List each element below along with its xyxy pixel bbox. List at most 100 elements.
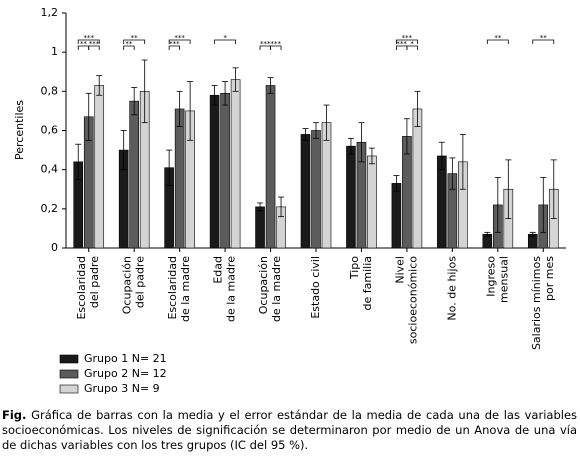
error-bar — [176, 90, 183, 127]
significance-label: ** — [125, 40, 133, 48]
y-axis-title: Percentiles — [13, 100, 26, 160]
x-tick-label: Tipo — [348, 256, 361, 280]
significance-bracket — [396, 39, 418, 44]
y-tick-label: 0,4 — [41, 163, 59, 176]
error-bar — [75, 143, 82, 180]
x-tick-label: Ocupación — [257, 256, 270, 314]
legend-swatch — [59, 369, 79, 379]
error-bar — [302, 128, 309, 141]
error-bar — [459, 134, 466, 190]
error-bar — [232, 67, 239, 92]
bar — [255, 206, 265, 249]
significance-label: ** — [494, 34, 502, 42]
error-bar — [529, 231, 536, 237]
error-bar — [120, 130, 127, 171]
x-tick-label: Ocupación — [121, 256, 134, 314]
x-tick-label: mensual — [497, 256, 510, 303]
y-tick-label: 0 — [51, 241, 58, 254]
x-tick-label: de la madre — [179, 256, 192, 322]
error-bar — [403, 118, 410, 155]
significance-label: *** — [174, 34, 185, 42]
significance-label: *** — [402, 34, 413, 42]
error-bar — [313, 122, 319, 139]
significance-label: ** — [80, 40, 88, 48]
x-tick-label: Escolaridad — [166, 256, 179, 320]
error-bar — [393, 175, 400, 192]
bar — [300, 134, 311, 249]
y-tick-label: 0,8 — [41, 84, 59, 97]
x-tick-label: Salarios mínimos — [530, 256, 543, 350]
significance-label: * — [410, 40, 414, 48]
error-bar — [358, 122, 365, 163]
bar — [209, 94, 220, 249]
significance-bracket — [123, 45, 135, 50]
caption: Fig. Gráfica de barras con la media y el… — [2, 408, 577, 453]
bar — [230, 79, 241, 249]
significance-bracket — [77, 39, 100, 44]
error-bar — [505, 159, 512, 220]
error-bar — [222, 81, 229, 106]
bar — [391, 183, 402, 249]
legend-swatch — [59, 354, 79, 364]
bar — [311, 130, 321, 249]
x-tick-label: del padre — [88, 256, 101, 308]
error-bar — [484, 231, 491, 237]
error-bar — [141, 59, 148, 124]
significance-bracket — [88, 45, 100, 50]
error-bar — [494, 177, 501, 233]
error-bar — [257, 202, 264, 212]
x-tick-label: Escolaridad — [75, 256, 88, 320]
x-tick-label: del padre — [134, 256, 147, 308]
significance-label: *** — [271, 40, 282, 48]
error-bar — [85, 92, 92, 141]
significance-label: *** — [396, 40, 407, 48]
significance-label: *** — [89, 40, 100, 48]
bar — [346, 145, 356, 249]
error-bar — [449, 157, 456, 190]
bar — [94, 85, 105, 249]
significance-bracket — [486, 39, 509, 44]
significance-label: ** — [131, 34, 139, 42]
caption-label: Fig. — [2, 408, 27, 422]
significance-label: * — [223, 34, 227, 42]
legend-label: Grupo 1 N= 21 — [84, 352, 167, 365]
error-bar — [267, 77, 274, 94]
significance-bracket — [270, 45, 282, 50]
legend-swatch — [59, 384, 79, 394]
x-tick-label: Estado civil — [309, 256, 322, 319]
error-bar — [323, 104, 330, 141]
error-bar — [187, 81, 194, 141]
error-bar — [278, 196, 285, 218]
error-bar — [347, 137, 354, 155]
x-tick-label: Nivel — [393, 256, 406, 284]
error-bar — [540, 177, 547, 233]
legend-label: Grupo 3 N= 9 — [84, 382, 160, 395]
significance-label: *** — [169, 40, 180, 48]
significance-bracket — [214, 39, 236, 44]
bar — [129, 100, 139, 249]
x-tick-label: Ingreso — [484, 256, 497, 297]
error-bar — [368, 147, 375, 165]
y-tick-label: 1,2 — [41, 6, 59, 19]
y-tick-label: 1 — [51, 45, 58, 58]
bar — [412, 108, 423, 249]
legend-label: Grupo 2 N= 12 — [84, 367, 167, 380]
y-tick-label: 0,6 — [41, 124, 59, 137]
x-tick-label: de la madre — [225, 256, 238, 322]
x-tick-label: de familia — [361, 256, 374, 310]
significance-bracket — [406, 45, 418, 50]
bar — [321, 122, 332, 249]
chart: Percentiles 0 0,2 0,4 0,6 0,8 1 1,2 Escolaridad… — [13, 6, 566, 395]
caption-text: Gráfica de barras con la media y el erro… — [2, 408, 578, 452]
significance-bracket — [168, 45, 181, 50]
error-bar — [414, 90, 421, 127]
error-bar — [550, 159, 557, 220]
x-tick-label: No. de hijos — [445, 256, 458, 321]
significance-label: ** — [540, 34, 548, 42]
significance-label: *** — [260, 40, 271, 48]
y-tick-label: 0,2 — [41, 202, 59, 215]
error-bar — [131, 87, 138, 116]
bar — [265, 85, 276, 249]
bar — [367, 155, 377, 249]
significance-bracket — [532, 39, 555, 44]
